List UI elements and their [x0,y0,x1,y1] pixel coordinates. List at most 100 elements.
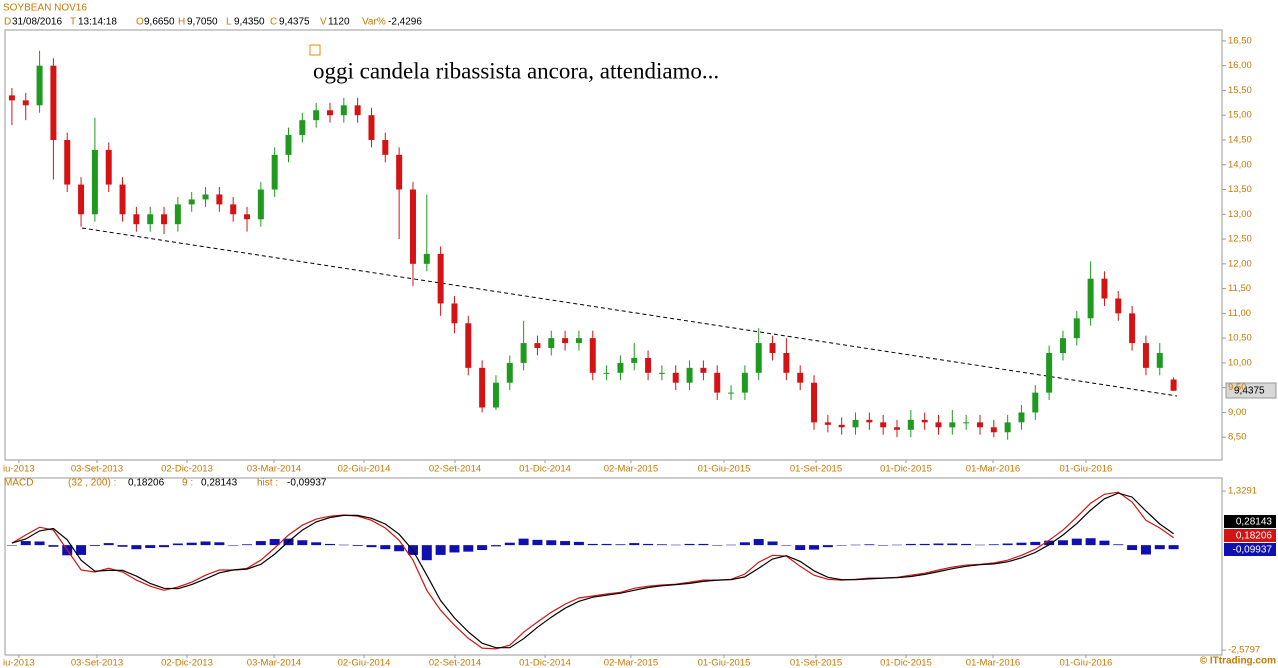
histogram-bar [1002,543,1013,546]
x-tick-label: 01-Giu-2016 [1060,658,1113,668]
candle-body [714,372,721,393]
info-key: Var% [362,17,386,28]
watermark: © ITtrading.com [1200,656,1276,667]
histogram-bar [933,543,944,546]
info-value: 9,6650 [144,17,175,28]
candle-body [562,338,569,344]
candle-body [78,184,85,215]
histogram-bar [435,545,446,555]
y-tick-label: 13,50 [1228,184,1252,195]
candle-body [1073,318,1080,339]
x-tick-label: 03-Mar-2014 [247,464,301,475]
histogram-bar [573,541,584,546]
candle-body [797,372,804,383]
histogram-bar [974,544,985,546]
histogram-bar [242,544,253,546]
histogram-bar [892,544,903,546]
candle-body [880,422,887,428]
x-tick-label: 03-Mar-2014 [247,658,301,668]
candle-body [548,338,555,349]
histogram-bar [269,539,280,546]
histogram-bar [228,545,239,546]
histogram-bar [1085,538,1096,546]
y-tick-label: 9,50 [1228,382,1247,393]
y-tick-label: 10,00 [1228,357,1252,368]
candle-body [907,419,914,430]
value-box-label: -0,09937 [1233,545,1273,556]
candle-body [174,204,181,225]
candle-body [976,422,983,428]
histogram-bar [324,543,335,546]
candle-body [963,422,970,424]
candle-body [852,419,859,428]
macd-line [11,492,1174,649]
histogram-bar [504,542,515,546]
candle-body [645,357,652,373]
histogram-bar [103,543,114,546]
info-key: O [136,17,144,28]
histogram-bar [546,540,557,546]
macd-title: MACD [4,478,33,489]
candle-body [396,154,403,190]
candle-body [1115,298,1122,314]
histogram-bar [1030,541,1041,546]
y-tick-label: 16,50 [1228,35,1252,46]
y-tick-label: 16,00 [1228,60,1252,71]
histogram-bar [117,545,128,547]
candle-body [105,149,112,185]
candle-body [824,422,831,425]
histogram-bar [366,545,377,548]
y-tick-label: 10,50 [1228,333,1252,344]
candle-body [36,65,43,106]
histogram-bar [850,544,861,546]
histogram-bar [560,541,571,546]
histogram-bar [988,544,999,546]
histogram-bar [477,545,488,551]
y-tick-label: 8,50 [1228,432,1247,443]
x-tick-label: 02-Dic-2013 [161,658,213,668]
histogram-bar [1044,540,1055,546]
candle-body [299,120,306,136]
candle-body [575,338,582,344]
annotation-marker [309,44,321,56]
histogram-bar [781,545,792,546]
histogram-bar [905,543,916,546]
histogram-bar [1057,540,1068,546]
signal-value: 0,28143 [201,478,238,489]
candle-body [506,362,513,383]
hist-value: -0,09937 [287,478,327,489]
histogram-bar [684,543,695,546]
info-value: 31/08/2016 [12,17,62,28]
histogram-bar [753,539,764,546]
candle-body [1129,313,1136,344]
candle-body [216,194,223,205]
candle-body [1156,352,1163,368]
x-tick-label: 02-Set-2014 [429,464,481,475]
histogram-bar [76,545,87,555]
candle-body [921,419,928,423]
histogram-bar [34,541,45,546]
histogram-bar [159,545,170,548]
histogram-bar [532,539,543,546]
histogram-bar [131,545,142,550]
y-tick-label: 11,00 [1228,308,1251,319]
x-tick-label: 01-Dic-2015 [880,658,932,668]
candle-body [465,323,472,368]
histogram-bar [795,545,806,551]
histogram-bar [172,543,183,546]
histogram-bar [421,545,432,561]
x-tick-label: 02-Mar-2015 [604,658,658,668]
candle-body [866,419,873,423]
histogram-bar [629,543,640,546]
histogram-bar [20,541,31,546]
info-key: T [70,17,76,28]
candle-body [686,367,693,383]
info-value: 9,7050 [187,17,218,28]
macd-value: 0,18206 [128,478,165,489]
histogram-bar [864,544,875,546]
histogram-bar [587,543,598,546]
candle-body [783,352,790,373]
y-tick-label: 14,50 [1228,134,1252,145]
candle-body [1101,278,1108,299]
